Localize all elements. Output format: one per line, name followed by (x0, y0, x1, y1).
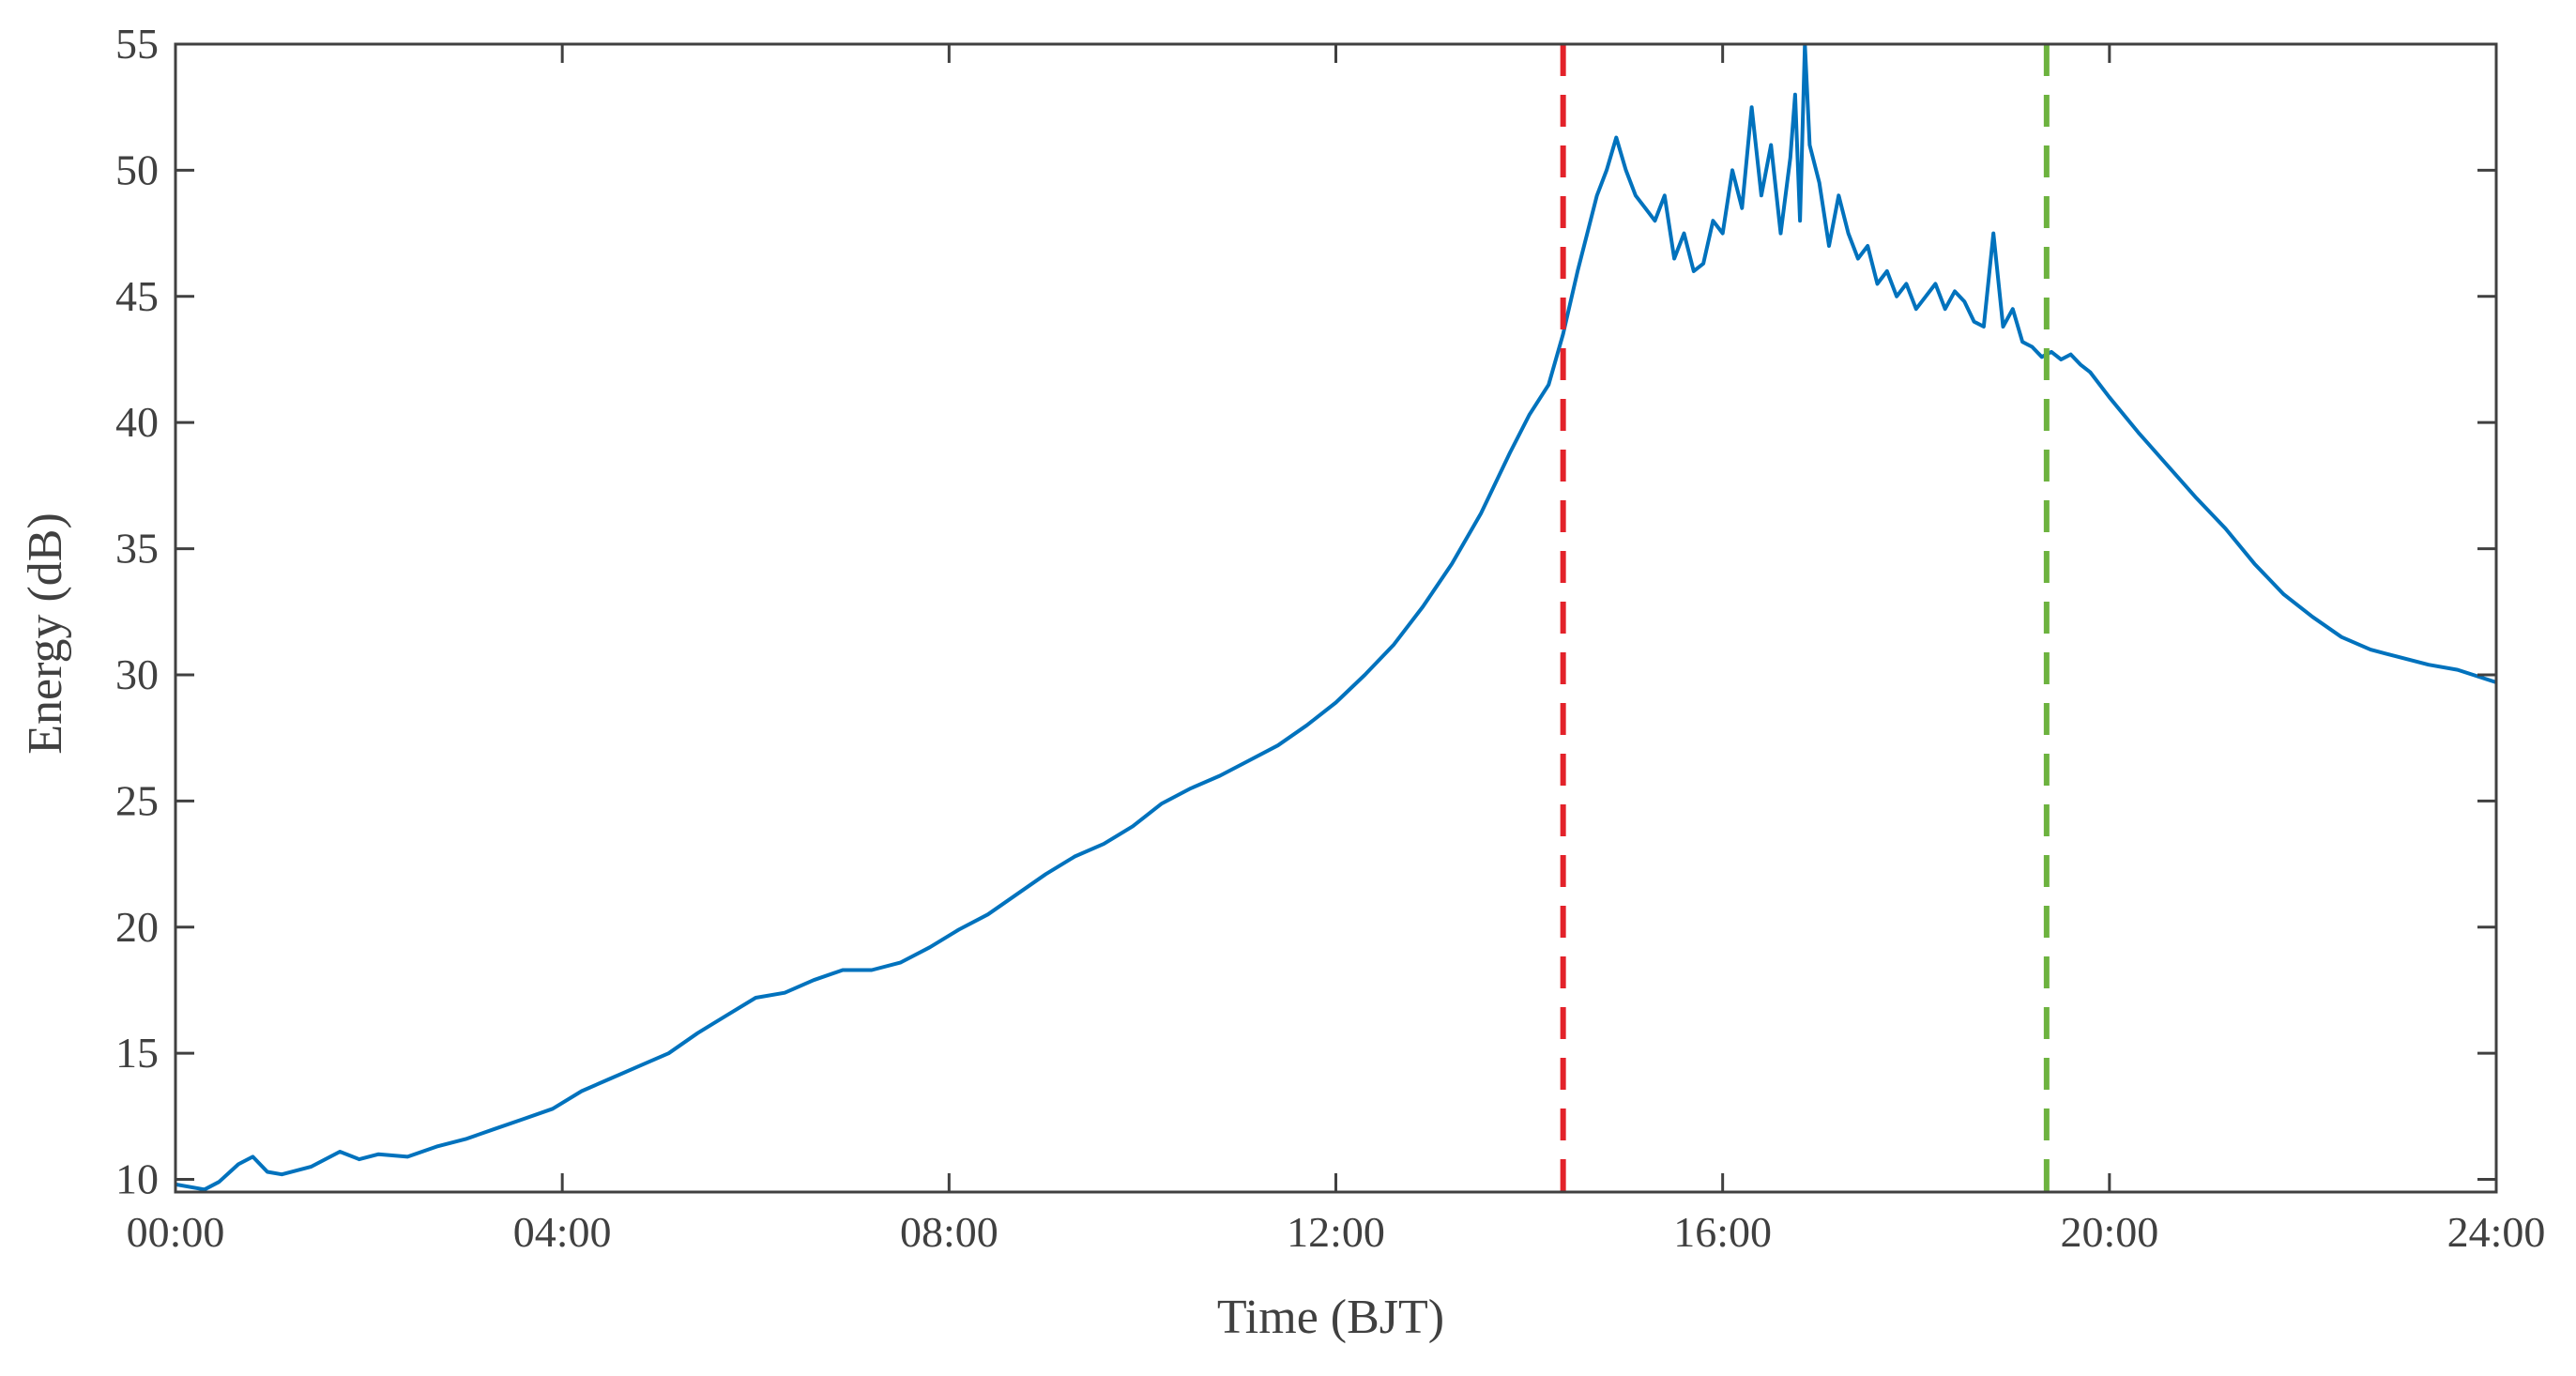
x-tick-label: 12:00 (1287, 1208, 1385, 1256)
x-tick-label: 16:00 (1673, 1208, 1772, 1256)
y-tick-label: 55 (115, 20, 159, 68)
axes: 00:00 04:00 08:00 12:00 16:00 20:00 24:00 10 15 2… (115, 20, 2545, 1256)
axes-box (174, 42, 2498, 1194)
x-tick-label: 00:00 (127, 1208, 225, 1256)
plot-area (175, 44, 2496, 1192)
x-axis-title: Time (BJT) (1217, 1291, 1444, 1344)
y-tick-label: 35 (115, 525, 159, 573)
x-tick-label: 24:00 (2447, 1208, 2546, 1256)
y-tick-label: 45 (115, 272, 159, 320)
y-tick-label: 40 (115, 398, 159, 446)
y-tick-label: 10 (115, 1155, 159, 1203)
y-tick-label: 15 (115, 1029, 159, 1077)
y-tick-label: 25 (115, 776, 159, 824)
x-tick-label: 04:00 (513, 1208, 612, 1256)
y-axis-title: Energy (dB) (19, 512, 72, 755)
x-tick-label: 20:00 (2060, 1208, 2158, 1256)
x-tick-label: 08:00 (900, 1208, 998, 1256)
series-line-0 (175, 44, 2496, 1192)
y-tick-label: 50 (115, 145, 159, 193)
y-tick-label: 20 (115, 903, 159, 951)
y-tick-label: 30 (115, 650, 159, 698)
